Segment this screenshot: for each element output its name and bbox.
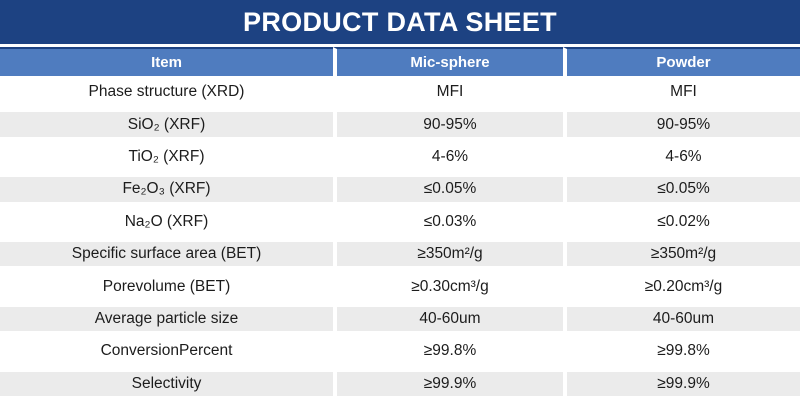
row-item-cell: Fe₂O₃ (XRF) bbox=[0, 173, 333, 206]
table-header-row: Item Mic-sphere Powder bbox=[0, 47, 800, 76]
title-banner: PRODUCT DATA SHEET bbox=[0, 0, 800, 44]
row-item-cell: Porevolume (BET) bbox=[0, 270, 333, 303]
row-value-cell: 40-60um bbox=[563, 302, 800, 336]
row-value-cell: ≤0.03% bbox=[333, 205, 563, 238]
row-value-cell: ≥99.9% bbox=[563, 367, 800, 400]
row-value-cell: ≥350m²/g bbox=[563, 237, 800, 271]
row-item-cell: Phase structure (XRD) bbox=[0, 76, 333, 109]
row-item-cell: Specific surface area (BET) bbox=[0, 237, 333, 271]
row-value-cell: ≥99.8% bbox=[563, 335, 800, 368]
table-row: Fe₂O₃ (XRF) ≤0.05% ≤0.05% bbox=[0, 173, 800, 206]
row-value-cell: 90-95% bbox=[333, 108, 563, 141]
row-value-cell: MFI bbox=[563, 76, 800, 109]
table-row: Phase structure (XRD) MFI MFI bbox=[0, 76, 800, 109]
row-value-cell: ≤0.05% bbox=[563, 173, 800, 206]
row-item-cell: SiO₂ (XRF) bbox=[0, 108, 333, 141]
row-value-cell: 4-6% bbox=[563, 140, 800, 174]
table-row: SiO₂ (XRF) 90-95% 90-95% bbox=[0, 108, 800, 141]
row-value-cell: 4-6% bbox=[333, 140, 563, 174]
table-row: Na₂O (XRF) ≤0.03% ≤0.02% bbox=[0, 205, 800, 238]
table-row: TiO₂ (XRF) 4-6% 4-6% bbox=[0, 140, 800, 174]
table-row: Porevolume (BET) ≥0.30cm³/g ≥0.20cm³/g bbox=[0, 270, 800, 303]
row-item-cell: Na₂O (XRF) bbox=[0, 205, 333, 238]
row-value-cell: ≤0.05% bbox=[333, 173, 563, 206]
table-row: Average particle size 40-60um 40-60um bbox=[0, 302, 800, 336]
row-item-cell: Selectivity bbox=[0, 367, 333, 400]
row-item-cell: TiO₂ (XRF) bbox=[0, 140, 333, 174]
row-value-cell: MFI bbox=[333, 76, 563, 109]
table-row: Selectivity ≥99.9% ≥99.9% bbox=[0, 367, 800, 400]
row-item-cell: Average particle size bbox=[0, 302, 333, 336]
row-value-cell: ≥0.20cm³/g bbox=[563, 270, 800, 303]
spec-table: Item Mic-sphere Powder Phase structure (… bbox=[0, 47, 800, 400]
row-value-cell: ≤0.02% bbox=[563, 205, 800, 238]
row-item-cell: ConversionPercent bbox=[0, 335, 333, 368]
column-header-powder: Powder bbox=[563, 47, 800, 76]
column-header-item: Item bbox=[0, 47, 333, 76]
row-value-cell: ≥99.9% bbox=[333, 367, 563, 400]
row-value-cell: 90-95% bbox=[563, 108, 800, 141]
row-value-cell: ≥0.30cm³/g bbox=[333, 270, 563, 303]
spec-table-body: Phase structure (XRD) MFI MFI SiO₂ (XRF) 90-… bbox=[0, 76, 800, 400]
column-header-mic-sphere: Mic-sphere bbox=[333, 47, 563, 76]
banner-divider bbox=[0, 44, 800, 47]
row-value-cell: ≥99.8% bbox=[333, 335, 563, 368]
row-value-cell: ≥350m²/g bbox=[333, 237, 563, 271]
table-row: ConversionPercent ≥99.8% ≥99.8% bbox=[0, 335, 800, 368]
row-value-cell: 40-60um bbox=[333, 302, 563, 336]
table-row: Specific surface area (BET) ≥350m²/g ≥350m… bbox=[0, 237, 800, 271]
page-title: PRODUCT DATA SHEET bbox=[243, 6, 557, 37]
